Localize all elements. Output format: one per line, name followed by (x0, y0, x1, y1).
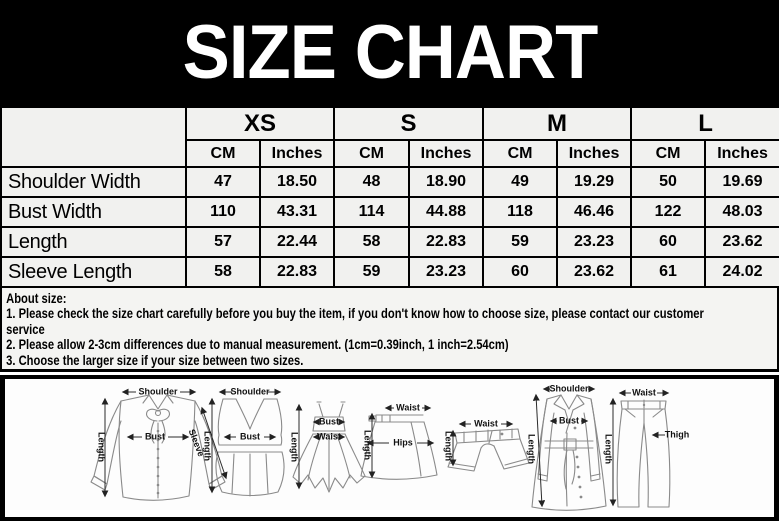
unit-header-inches: Inches (408, 139, 485, 168)
size-table: XS S M L CM Inches CM Inches CM Inches C… (0, 106, 779, 288)
value-cell: 59 (333, 256, 411, 288)
value-cell: 19.29 (556, 166, 633, 198)
table-row: Bust Width 110 43.31 114 44.88 118 46.46… (0, 196, 779, 228)
unit-header-inches: Inches (556, 139, 633, 168)
value-cell: 18.90 (408, 166, 485, 198)
row-label: Shoulder Width (0, 166, 187, 198)
vest-bust-label: Bust (240, 431, 260, 442)
title-banner: SIZE CHART (0, 0, 779, 106)
value-cell: 50 (630, 166, 707, 198)
value-cell: 23.23 (408, 256, 485, 288)
value-cell: 58 (333, 226, 411, 258)
value-cell: 23.62 (556, 256, 633, 288)
value-cell: 19.69 (704, 166, 779, 198)
value-cell: 22.83 (408, 226, 485, 258)
about-size-section: About size: 1. Please check the size cha… (0, 288, 779, 372)
size-header-xs: XS (184, 106, 336, 141)
blouse-length-label: Length (96, 432, 107, 462)
about-note: 1. Please check the size chart carefully… (6, 306, 704, 322)
skirt-drawing (360, 414, 438, 480)
dress-length-label: Length (289, 432, 300, 462)
coat-length-label: Length (526, 434, 537, 464)
value-cell: 114 (333, 196, 411, 228)
shorts-waist-label: Waist (474, 418, 498, 429)
table-row: Sleeve Length 58 22.83 59 23.23 60 23.62… (0, 256, 779, 288)
pants-length-label: Length (603, 434, 614, 464)
size-header-s: S (333, 106, 485, 141)
value-cell: 43.31 (258, 196, 336, 228)
shorts-drawing (447, 428, 530, 472)
value-cell: 58 (185, 256, 261, 288)
skirt-length-label: Length (362, 430, 373, 460)
size-header-m: M (482, 106, 633, 141)
table-row: Length 57 22.44 58 22.83 59 23.23 60 23.… (0, 226, 779, 258)
unit-header-cm: CM (630, 139, 707, 168)
unit-header-cm: CM (333, 139, 411, 168)
dress-waist-label: Waist (317, 431, 341, 442)
skirt-hips-label: Hips (393, 437, 413, 448)
row-label: Length (0, 226, 187, 258)
garment-diagrams (90, 385, 671, 511)
unit-header-cm: CM (185, 139, 261, 168)
about-heading: About size: (6, 291, 67, 306)
unit-header-inches: Inches (704, 139, 779, 168)
dress-bust-label: Bust (319, 416, 339, 427)
coat-shoulder-label: Shoulder (549, 383, 589, 394)
about-note: 2. Please allow 2-3cm differences due to… (6, 337, 509, 353)
about-note: 3. Choose the larger size if your size b… (6, 352, 304, 368)
value-cell: 22.83 (258, 256, 336, 288)
value-cell: 22.44 (258, 226, 336, 258)
value-cell: 23.62 (704, 226, 779, 258)
value-cell: 57 (185, 226, 261, 258)
about-note: service (6, 321, 45, 337)
vest-length-label: Length (202, 431, 213, 461)
dress-drawing (292, 401, 366, 493)
coat-bust-label: Bust (559, 415, 579, 426)
skirt-waist-label: Waist (396, 402, 420, 413)
table-corner-cell (0, 106, 187, 168)
value-cell: 23.23 (556, 226, 633, 258)
value-cell: 110 (185, 196, 261, 228)
value-cell: 60 (630, 226, 707, 258)
measurement-diagrams-panel: Shoulder Length Bust Sleeve Shoulder Len… (0, 375, 779, 521)
page-title: SIZE CHART (182, 10, 598, 95)
unit-header-cm: CM (482, 139, 559, 168)
value-cell: 18.50 (258, 166, 336, 198)
dimension-lines (101, 385, 670, 508)
value-cell: 48.03 (704, 196, 779, 228)
value-cell: 118 (482, 196, 559, 228)
shorts-length-label: Length (443, 431, 454, 461)
row-label: Bust Width (0, 196, 187, 228)
blouse-shoulder-label: Shoulder (138, 386, 178, 397)
value-cell: 48 (333, 166, 411, 198)
vest-shoulder-label: Shoulder (230, 386, 270, 397)
unit-header-inches: Inches (258, 139, 336, 168)
value-cell: 46.46 (556, 196, 633, 228)
row-label: Sleeve Length (0, 256, 187, 288)
value-cell: 61 (630, 256, 707, 288)
vest-drawing (215, 398, 285, 497)
table-row: Shoulder Width 47 18.50 48 18.90 49 19.2… (0, 166, 779, 198)
value-cell: 49 (482, 166, 559, 198)
value-cell: 59 (482, 226, 559, 258)
value-cell: 24.02 (704, 256, 779, 288)
button-dots (156, 403, 646, 499)
size-header-l: L (630, 106, 779, 141)
value-cell: 47 (185, 166, 261, 198)
coat-drawing (531, 394, 607, 511)
pants-thigh-label: Thigh (664, 429, 690, 440)
pants-drawing (616, 399, 671, 508)
value-cell: 60 (482, 256, 559, 288)
pants-waist-label: Waist (632, 387, 656, 398)
blouse-bust-label: Bust (145, 431, 165, 442)
value-cell: 122 (630, 196, 707, 228)
value-cell: 44.88 (408, 196, 485, 228)
